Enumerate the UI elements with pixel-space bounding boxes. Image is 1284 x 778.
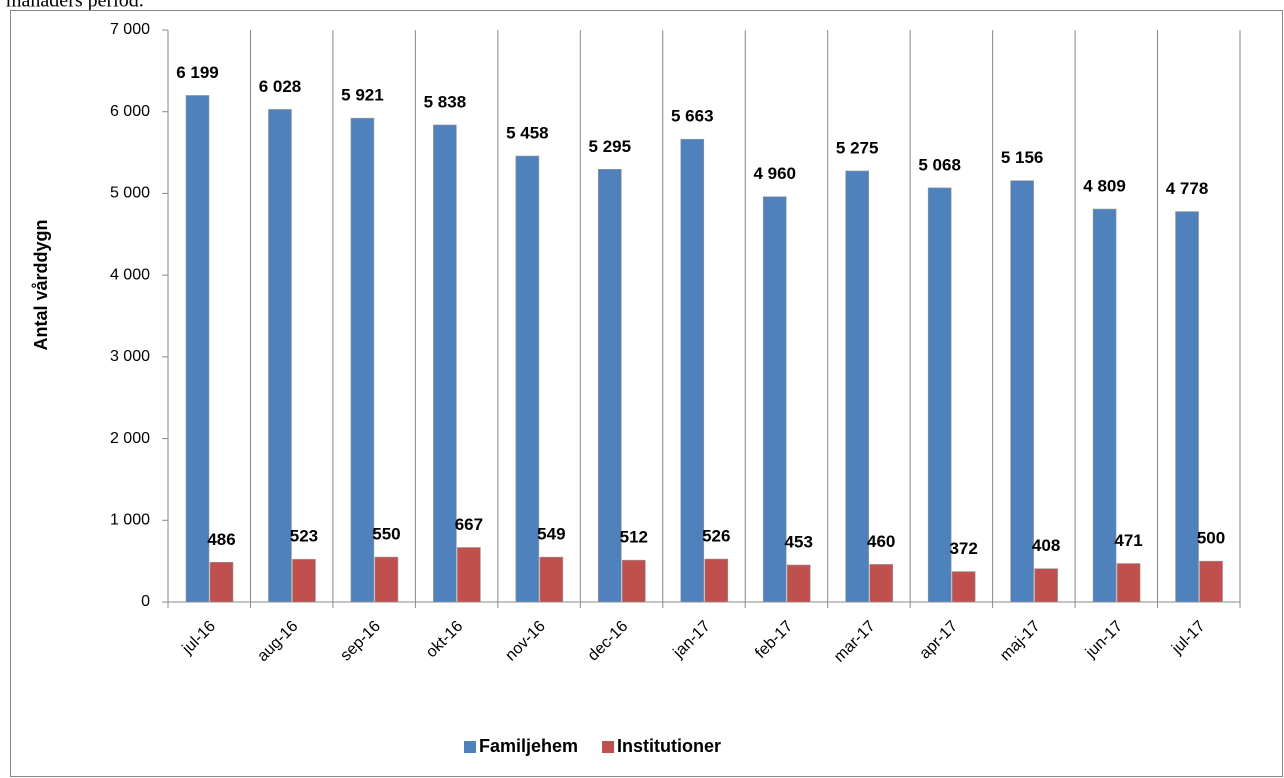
x-tick-label: jan-17	[670, 618, 714, 662]
bar	[457, 547, 481, 603]
value-label: 6 199	[176, 63, 219, 82]
value-label: 372	[949, 539, 977, 558]
x-tick-label: jun-17	[1082, 618, 1126, 662]
value-label: 500	[1197, 529, 1225, 548]
value-label: 526	[702, 527, 730, 546]
value-label: 512	[620, 528, 648, 547]
bar	[374, 556, 399, 603]
bar	[622, 559, 646, 603]
bar	[292, 558, 316, 603]
bar	[1034, 568, 1058, 603]
bar	[598, 169, 622, 603]
x-tick-label: mar-17	[831, 618, 879, 666]
x-tick-label: jul-16	[179, 618, 219, 658]
x-tick-label: feb-17	[752, 618, 796, 662]
bar	[209, 561, 234, 603]
value-label: 5 275	[836, 138, 879, 157]
x-tick-label: apr-17	[916, 618, 961, 663]
y-tick-label: 0	[141, 593, 150, 610]
value-label: 408	[1032, 536, 1060, 555]
preceding-text: månaders period.	[6, 0, 144, 12]
bar	[1092, 208, 1117, 603]
bar	[350, 117, 375, 603]
value-label: 4 960	[753, 164, 796, 183]
value-label: 5 921	[341, 86, 384, 105]
bar	[539, 556, 564, 603]
bar	[680, 138, 705, 603]
legend-label: Institutioner	[617, 736, 721, 756]
value-label: 5 295	[589, 137, 632, 156]
bar	[927, 187, 952, 603]
chart-border	[10, 10, 1283, 777]
bar	[185, 95, 210, 603]
y-tick-label: 6 000	[110, 103, 150, 120]
value-label: 5 156	[1001, 148, 1044, 167]
value-label: 460	[867, 532, 895, 551]
value-label: 5 663	[671, 107, 714, 126]
value-label: 4 778	[1166, 179, 1209, 198]
y-tick-label: 5 000	[110, 185, 150, 202]
value-label: 4 809	[1083, 177, 1126, 196]
y-tick-label: 7 000	[110, 21, 150, 38]
bar	[845, 170, 869, 603]
legend-label: Familjehem	[479, 736, 578, 756]
bar	[704, 558, 729, 603]
x-tick-label: maj-17	[997, 618, 1044, 665]
bar	[786, 564, 811, 603]
value-label: 5 458	[506, 123, 549, 142]
y-axis-label: Antal vårddygn	[31, 219, 51, 350]
x-tick-label: nov-16	[502, 618, 549, 665]
bar	[951, 571, 976, 603]
x-tick-label: okt-16	[423, 618, 467, 662]
bar	[515, 155, 540, 603]
bar	[869, 564, 893, 603]
x-tick-label: dec-16	[585, 618, 632, 665]
x-tick-label: jul-17	[1168, 618, 1208, 658]
legend-swatch	[464, 741, 476, 753]
bar	[1010, 180, 1034, 603]
bar	[1199, 560, 1223, 603]
value-label: 486	[207, 530, 235, 549]
value-label: 667	[455, 515, 483, 534]
y-tick-label: 3 000	[110, 348, 150, 365]
bar	[433, 124, 457, 603]
value-label: 523	[290, 527, 318, 546]
y-tick-label: 4 000	[110, 266, 150, 283]
value-label: 5 068	[918, 155, 961, 174]
y-tick-label: 1 000	[110, 512, 150, 529]
bar	[762, 196, 787, 603]
x-tick-label: aug-16	[254, 618, 301, 665]
legend-swatch	[602, 741, 615, 753]
bar	[1175, 211, 1199, 603]
bar	[268, 109, 292, 603]
value-label: 6 028	[259, 77, 302, 96]
value-label: 471	[1114, 531, 1142, 550]
x-tick-label: sep-16	[337, 618, 384, 665]
y-tick-label: 2 000	[110, 430, 150, 447]
value-label: 453	[785, 532, 813, 551]
value-label: 5 838	[424, 92, 467, 111]
value-label: 550	[372, 525, 400, 544]
bar	[1116, 563, 1141, 603]
value-label: 549	[537, 525, 565, 544]
